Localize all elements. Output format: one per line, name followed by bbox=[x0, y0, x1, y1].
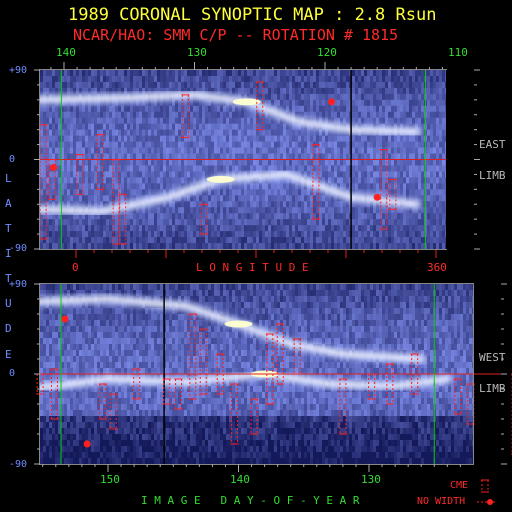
west-no-width-point bbox=[83, 440, 91, 448]
east-cme-span bbox=[48, 159, 57, 200]
west-cme-span bbox=[162, 378, 171, 405]
east-no-width-point bbox=[373, 193, 381, 201]
bottom-axis-label: I M A G E D A Y - O F - Y E A R bbox=[141, 494, 360, 507]
east-cme-span bbox=[255, 81, 264, 131]
longitude-axis-ticks bbox=[75, 250, 437, 258]
lat-letter: I bbox=[5, 247, 12, 260]
west-cme-span bbox=[367, 373, 376, 400]
west-cme-span bbox=[276, 323, 285, 385]
east-cme-span bbox=[39, 124, 48, 240]
east-no-data-strip bbox=[446, 70, 474, 249]
west-ytick-label: 0 bbox=[9, 368, 16, 379]
lat-letter: T bbox=[5, 272, 12, 285]
west-no-width-point bbox=[61, 315, 69, 323]
west-cme-span bbox=[250, 398, 259, 435]
lat-letter: T bbox=[5, 222, 12, 235]
legend-symbols bbox=[477, 479, 495, 505]
east-cme-span bbox=[311, 144, 320, 220]
legend-cme-label: CME bbox=[450, 480, 469, 491]
lat-letter: E bbox=[5, 348, 12, 361]
east-cme-span bbox=[96, 134, 105, 190]
west-cme-span bbox=[50, 368, 59, 420]
east-cme-span bbox=[181, 94, 190, 139]
chart-title: 1989 CORONAL SYNOPTIC MAP : 2.8 Rsun bbox=[68, 5, 437, 25]
longitude-tick-label: 0 bbox=[72, 261, 79, 274]
west-cme-span bbox=[199, 328, 208, 395]
west-map-texture bbox=[40, 284, 473, 464]
east-no-width-point bbox=[328, 98, 336, 106]
top-tick-label: 140 bbox=[56, 46, 76, 59]
west-band-north-peak bbox=[224, 320, 253, 328]
east-ytick-label: +90 bbox=[9, 65, 28, 76]
east-map-texture bbox=[40, 70, 446, 249]
west-cme-span bbox=[453, 378, 462, 415]
east-cme-span bbox=[199, 203, 208, 235]
west-limb-map bbox=[34, 283, 512, 472]
west-cme-span bbox=[338, 378, 347, 435]
bottom-tick-label: 140 bbox=[230, 473, 250, 486]
east-limb-map bbox=[34, 62, 480, 250]
lat-letter: U bbox=[5, 297, 12, 310]
longitude-axis-label: L O N G I T U D E bbox=[196, 261, 309, 274]
top-tick-label: 120 bbox=[317, 46, 337, 59]
west-cme-span bbox=[109, 393, 118, 430]
east-cme-span bbox=[379, 149, 388, 230]
lat-letter: A bbox=[5, 197, 12, 210]
bottom-tick-label: 150 bbox=[100, 473, 120, 486]
west-cme-span bbox=[36, 373, 45, 395]
west-cme-span bbox=[174, 378, 183, 410]
chart-subtitle: NCAR/HAO: SMM C/P -- ROTATION # 1815 bbox=[73, 26, 399, 44]
east-band-north-peak bbox=[232, 98, 261, 106]
legend-no-width-symbol bbox=[487, 499, 493, 505]
east-ytick-label: 0 bbox=[9, 154, 16, 165]
west-cme-span bbox=[410, 353, 419, 395]
top-tick-label: 130 bbox=[187, 46, 207, 59]
west-limb-label: LIMB bbox=[479, 382, 506, 395]
west-cme-span bbox=[265, 333, 274, 405]
west-ytick-label: -90 bbox=[9, 459, 28, 470]
east-ytick-label: -90 bbox=[9, 243, 28, 254]
east-cme-span bbox=[118, 193, 127, 245]
west-cme-span bbox=[132, 368, 141, 400]
bottom-tick-label: 130 bbox=[361, 473, 381, 486]
east-no-width-point bbox=[50, 163, 58, 171]
west-cme-span bbox=[188, 313, 197, 400]
longitude-tick-label: 360 bbox=[427, 261, 447, 274]
lat-letter: D bbox=[5, 322, 12, 335]
west-ytick-label: +90 bbox=[9, 279, 28, 290]
west-cme-span bbox=[98, 383, 107, 420]
west-side-label: WEST bbox=[479, 351, 506, 364]
west-cme-span bbox=[293, 338, 302, 375]
west-cme-span bbox=[385, 363, 394, 405]
west-cme-span bbox=[216, 353, 225, 395]
east-limb-label: LIMB bbox=[479, 169, 506, 182]
east-band-south-peak bbox=[206, 175, 235, 183]
east-cme-span bbox=[388, 178, 397, 210]
east-cme-span bbox=[75, 154, 84, 195]
west-cme-span bbox=[230, 383, 239, 445]
east-side-label: EAST bbox=[479, 138, 506, 151]
lat-letter: L bbox=[5, 172, 12, 185]
top-tick-label: 110 bbox=[448, 46, 468, 59]
legend-no-width-label: NO WIDTH bbox=[417, 496, 466, 507]
